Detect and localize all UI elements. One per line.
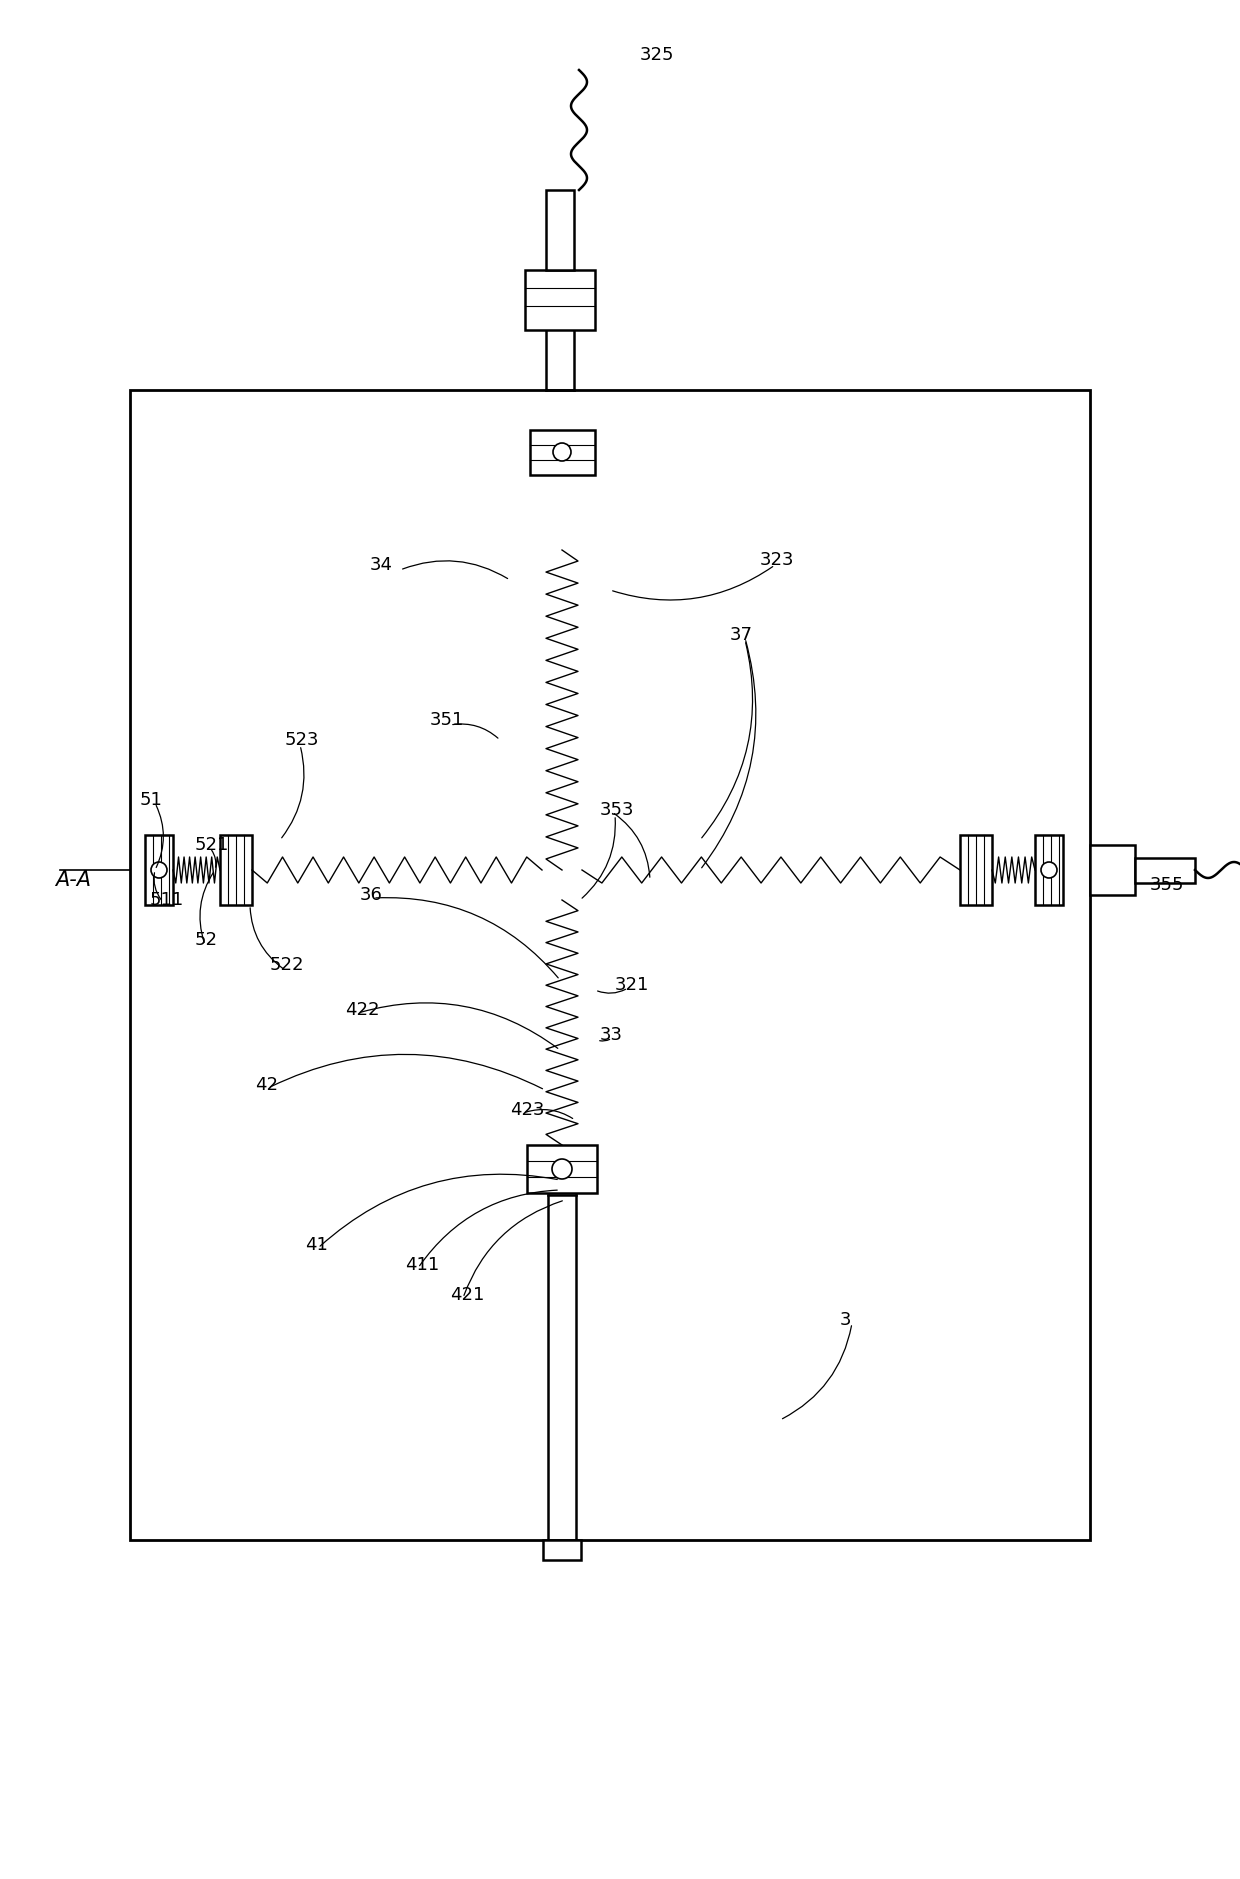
Bar (960, 834, 992, 906)
Bar (1090, 846, 1135, 894)
Bar (543, 1541, 582, 1560)
Text: 41: 41 (305, 1236, 327, 1253)
Text: 422: 422 (345, 1002, 379, 1018)
Bar (1135, 859, 1195, 883)
Text: 423: 423 (510, 1101, 544, 1120)
Bar (525, 271, 595, 331)
Text: 321: 321 (615, 975, 650, 994)
Text: 351: 351 (430, 710, 464, 729)
Text: 42: 42 (255, 1077, 278, 1094)
Bar (219, 834, 252, 906)
Text: 33: 33 (600, 1026, 622, 1045)
Text: 522: 522 (270, 956, 305, 973)
Text: 34: 34 (370, 556, 393, 573)
Circle shape (1042, 862, 1056, 877)
Text: 323: 323 (760, 551, 795, 569)
Text: 521: 521 (195, 836, 229, 853)
Circle shape (552, 1159, 572, 1178)
Circle shape (151, 862, 167, 877)
Bar (529, 430, 595, 475)
Bar (145, 834, 174, 906)
Text: 523: 523 (285, 731, 320, 750)
Text: 353: 353 (600, 800, 635, 819)
Text: 51: 51 (140, 791, 162, 810)
Bar (546, 190, 574, 271)
Text: 36: 36 (360, 887, 383, 904)
Text: 421: 421 (450, 1285, 485, 1304)
Text: 411: 411 (405, 1255, 439, 1274)
Circle shape (553, 443, 570, 460)
Text: 511: 511 (150, 891, 185, 909)
Bar (527, 1144, 596, 1193)
Text: 52: 52 (195, 930, 218, 949)
Text: 3: 3 (839, 1312, 852, 1328)
Bar (1035, 834, 1063, 906)
Text: 37: 37 (730, 626, 753, 644)
Bar (130, 391, 1090, 1541)
Text: 355: 355 (1149, 876, 1184, 894)
Text: A-A: A-A (55, 870, 91, 891)
Text: 325: 325 (640, 45, 675, 64)
